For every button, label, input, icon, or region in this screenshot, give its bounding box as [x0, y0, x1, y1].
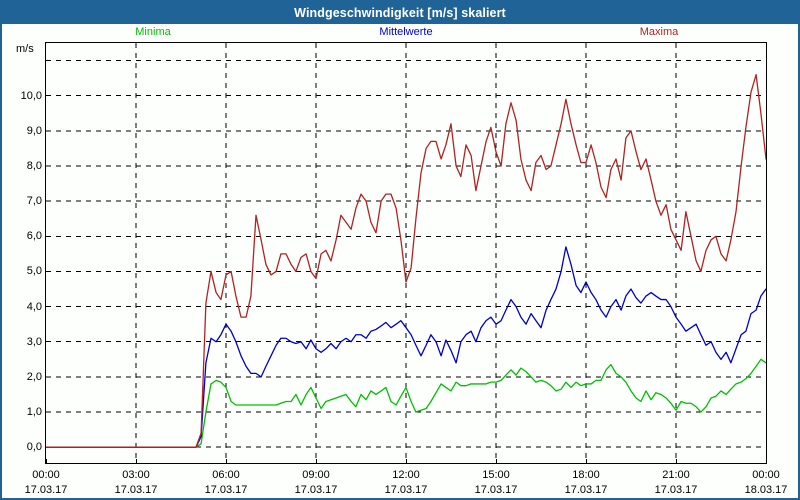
- window-title-bar: Windgeschwindigkeit [m/s] skaliert: [2, 2, 798, 24]
- x-tick-date: 17.03.17: [654, 484, 698, 496]
- x-tick-time: 18:00: [572, 469, 600, 481]
- x-axis-tick-label: 09:00 17.03.17: [295, 468, 338, 498]
- y-axis-tick-label: 7,0: [26, 195, 42, 208]
- x-axis-tick-label: 00:00 17.03.17: [25, 468, 68, 498]
- x-tick-time: 03:00: [122, 469, 150, 481]
- series-line-mittelwerte: [46, 246, 766, 448]
- legend-item-minima: Minima: [135, 26, 171, 38]
- y-axis-tick-label: 1,0: [26, 406, 42, 419]
- series-line-maxima: [46, 73, 766, 448]
- x-tick-time: 00:00: [752, 469, 780, 481]
- x-axis-tick-mark: [676, 459, 677, 464]
- y-axis-tick-label: 9,0: [26, 124, 42, 137]
- x-tick-date: 17.03.17: [24, 484, 68, 496]
- x-tick-time: 21:00: [662, 469, 690, 481]
- y-axis-tick-label: 10,0: [20, 89, 42, 102]
- plot-frame: [45, 42, 767, 464]
- x-axis-tick-mark: [46, 459, 47, 464]
- x-tick-time: 06:00: [212, 469, 240, 481]
- x-axis-tick-mark: [136, 459, 137, 464]
- x-axis-tick-label: 15:00 17.03.17: [475, 468, 518, 498]
- x-axis-tick-label: 12:00 17.03.17: [385, 468, 428, 498]
- x-tick-time: 15:00: [482, 469, 510, 481]
- x-tick-date: 17.03.17: [474, 484, 518, 496]
- x-tick-time: 12:00: [392, 469, 420, 481]
- y-axis-tick-label: 0,0: [26, 441, 42, 454]
- chart-legend: Minima Mittelwerte Maxima: [2, 26, 798, 42]
- y-axis-tick-label: 4,0: [26, 300, 42, 313]
- x-tick-date: 17.03.17: [564, 484, 608, 496]
- y-axis-unit-label: m/s: [16, 43, 34, 55]
- x-axis-tick-label: 06:00 17.03.17: [205, 468, 248, 498]
- y-axis-tick-label: 2,0: [26, 370, 42, 383]
- x-axis-tick-labels: 00:00 17.03.17 03:00 17.03.17 06:00 17.03.17 0…: [25, 468, 788, 498]
- y-axis-tick-label: 3,0: [26, 335, 42, 348]
- x-axis-tick-mark: [406, 459, 407, 464]
- x-axis-tick-mark: [316, 459, 317, 464]
- legend-item-mittelwerte: Mittelwerte: [379, 26, 433, 38]
- x-tick-time: 09:00: [302, 469, 330, 481]
- chart-canvas: [46, 43, 766, 463]
- y-axis-tick-label: 8,0: [26, 160, 42, 172]
- page-title: Windgeschwindigkeit [m/s] skaliert: [294, 6, 506, 20]
- x-axis-tick-label: 21:00 17.03.17: [655, 468, 698, 498]
- x-axis-tick-label: 18:00 17.03.17: [565, 468, 608, 498]
- x-tick-date: 18.03.17: [744, 484, 788, 496]
- x-axis-tick-mark: [496, 459, 497, 464]
- x-tick-date: 17.03.17: [114, 484, 158, 496]
- x-tick-date: 17.03.17: [204, 484, 248, 496]
- y-axis-tick-labels: 10,0 9,0 8,0 7,0 6,0 5,0 4,0 3,0 2,0 1,0 0,0: [2, 42, 42, 464]
- x-tick-date: 17.03.17: [384, 484, 428, 496]
- x-axis-tick-mark: [586, 459, 587, 464]
- series-line-minima: [46, 358, 766, 448]
- x-tick-time: 00:00: [32, 469, 60, 481]
- x-tick-date: 17.03.17: [294, 484, 338, 496]
- y-axis-tick-label: 5,0: [26, 265, 42, 278]
- legend-item-maxima: Maxima: [639, 26, 679, 38]
- x-axis-tick-label: 00:00 18.03.17: [745, 468, 788, 498]
- plot-area: [45, 42, 767, 464]
- x-axis-tick-mark: [766, 459, 767, 464]
- x-axis-tick-mark: [226, 459, 227, 464]
- y-axis-tick-label: 6,0: [26, 230, 42, 243]
- x-axis-tick-label: 03:00 17.03.17: [115, 468, 158, 498]
